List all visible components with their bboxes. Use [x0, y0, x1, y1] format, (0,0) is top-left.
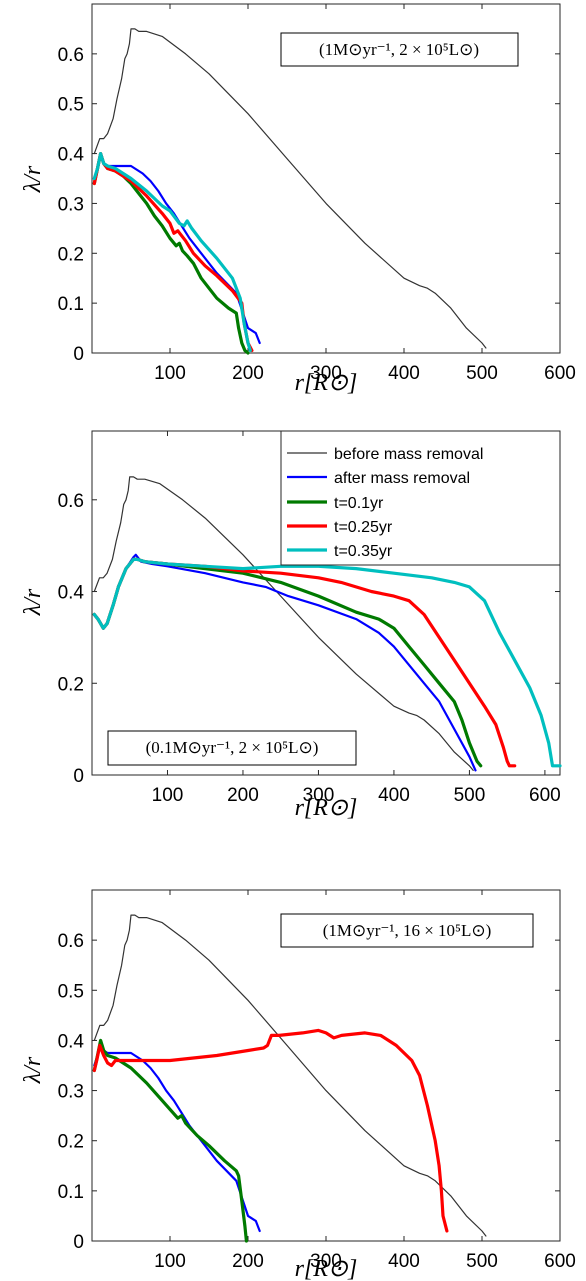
y-tick-label: 0.2 — [58, 1132, 84, 1153]
x-tick-label: 500 — [466, 1251, 498, 1272]
x-axis-label: r[R⊙] — [295, 1256, 358, 1281]
chart-panel-2: 100 200 300 400 500 600 0 0.2 0.4 0.6 before mass… — [20, 430, 562, 821]
y-tick-label: 0.1 — [58, 1182, 84, 1203]
series-lines — [92, 476, 562, 772]
x-tick-label: 200 — [227, 785, 259, 806]
x-tick-label: 100 — [154, 363, 186, 384]
y-tick-label: 0.3 — [58, 194, 84, 215]
y-tick-label: 0.5 — [58, 981, 84, 1002]
chart-panel-1: 100 200 300 400 500 600 0 0.1 0.2 0.3 0.4 0.5 0.6 (1… — [20, 3, 576, 396]
axis-ticks: 100 200 300 400 500 600 0 0.2 0.4 0.6 — [58, 431, 561, 806]
y-tick-label: 0.2 — [58, 674, 84, 695]
y-axis-label: λ/r — [20, 165, 46, 193]
annotation-text: (1M⊙yr⁻¹, 2 × 10⁵L⊙) — [319, 40, 479, 59]
y-tick-label: 0.1 — [58, 294, 84, 315]
x-tick-label: 600 — [544, 363, 576, 384]
legend-label-t025: t=0.25yr — [334, 519, 393, 536]
series-line-before — [93, 914, 487, 1237]
x-tick-label: 300 — [310, 363, 342, 384]
y-tick-label: 0.5 — [58, 95, 84, 116]
x-tick-label: 500 — [454, 785, 486, 806]
y-tick-label: 0.6 — [58, 491, 84, 512]
series-line-before — [93, 28, 487, 349]
chart-panel-3: 100 200 300 400 500 600 0 0.1 0.2 0.3 0.4 0.5 0.6 (1… — [20, 889, 576, 1281]
x-tick-label: 600 — [544, 1251, 576, 1272]
legend-label-t035: t=0.35yr — [334, 543, 393, 560]
x-tick-label: 300 — [303, 785, 335, 806]
series-line-t01 — [92, 152, 250, 355]
series-line-t025 — [92, 1028, 449, 1233]
series-line-after — [93, 1039, 261, 1233]
y-tick-label: 0 — [73, 766, 84, 787]
annotation-box: (1M⊙yr⁻¹, 16 × 10⁵L⊙) — [280, 913, 534, 948]
x-tick-label: 300 — [310, 1251, 342, 1272]
y-tick-label: 0.6 — [58, 45, 84, 66]
series-line-t01 — [92, 1038, 248, 1243]
legend-label-after: after mass removal — [334, 470, 470, 487]
y-axis-label: λ/r — [20, 1056, 46, 1084]
y-tick-label: 0 — [73, 344, 84, 365]
x-axis-label: r[R⊙] — [295, 370, 358, 396]
y-axis-label: λ/r — [20, 588, 46, 616]
y-tick-label: 0 — [73, 1232, 84, 1253]
y-tick-label: 0.4 — [58, 583, 85, 604]
legend: before mass removal after mass removal t… — [280, 430, 561, 566]
legend-label-before: before mass removal — [334, 446, 483, 463]
x-tick-label: 200 — [232, 1251, 264, 1272]
y-tick-label: 0.6 — [58, 931, 84, 952]
y-tick-label: 0.4 — [58, 1031, 85, 1052]
series-lines — [92, 28, 487, 355]
x-tick-label: 200 — [232, 363, 264, 384]
y-tick-label: 0.3 — [58, 1082, 84, 1103]
y-tick-label: 0.4 — [58, 145, 85, 166]
x-tick-label: 500 — [466, 363, 498, 384]
series-line-t035 — [92, 152, 252, 353]
annotation-text: (0.1M⊙yr⁻¹, 2 × 10⁵L⊙) — [146, 738, 319, 757]
x-tick-label: 400 — [378, 785, 410, 806]
y-tick-label: 0.2 — [58, 244, 84, 265]
x-tick-label: 400 — [388, 363, 420, 384]
annotation-text: (1M⊙yr⁻¹, 16 × 10⁵L⊙) — [323, 921, 492, 940]
series-line-t035 — [92, 557, 562, 768]
x-axis-label: r[R⊙] — [295, 795, 358, 821]
series-line-after — [93, 152, 261, 345]
x-tick-label: 100 — [154, 1251, 186, 1272]
legend-label-t01: t=0.1yr — [334, 495, 384, 512]
x-tick-label: 600 — [529, 785, 561, 806]
series-lines — [92, 914, 487, 1243]
annotation-box: (0.1M⊙yr⁻¹, 2 × 10⁵L⊙) — [107, 730, 357, 766]
x-tick-label: 100 — [152, 785, 184, 806]
x-tick-label: 400 — [388, 1251, 420, 1272]
axis-ticks: 100 200 300 400 500 600 0 0.1 0.2 0.3 0.4 0.5 0.6 — [58, 890, 576, 1272]
axis-ticks: 100 200 300 400 500 600 0 0.1 0.2 0.3 0.4 0.5 0.6 — [58, 4, 576, 384]
annotation-box: (1M⊙yr⁻¹, 2 × 10⁵L⊙) — [280, 32, 519, 67]
series-line-before — [93, 476, 474, 772]
series-line-t025 — [92, 152, 254, 353]
